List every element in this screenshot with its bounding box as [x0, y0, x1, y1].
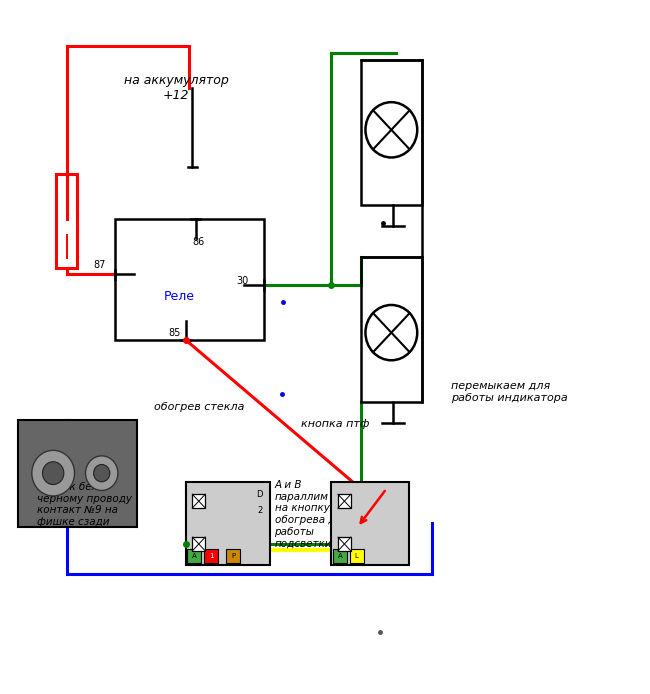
Bar	[332, 482, 409, 565]
Text: А и В
параллим
на кнопку
обогрева для
работы
подсветки: А и В параллим на кнопку обогрева для ра…	[274, 480, 348, 548]
Text: на аккумулятор
+12: на аккумулятор +12	[124, 74, 229, 102]
Text: Реле: Реле	[164, 290, 195, 303]
Bar	[338, 537, 351, 551]
Bar	[361, 60, 422, 205]
Text: P: P	[231, 552, 235, 559]
Bar	[192, 494, 205, 508]
Text: 87: 87	[94, 260, 106, 271]
Text: A: A	[192, 552, 197, 559]
Bar	[333, 549, 347, 563]
Text: 1: 1	[209, 552, 213, 559]
Bar	[57, 174, 77, 267]
Text: кнопка птф: кнопка птф	[300, 419, 369, 430]
Bar	[192, 537, 205, 551]
Circle shape	[42, 462, 64, 484]
Bar	[187, 549, 202, 563]
Bar	[186, 482, 270, 565]
Bar	[204, 549, 218, 563]
Bar	[18, 420, 137, 527]
Text: L: L	[355, 552, 359, 559]
Text: A: A	[337, 552, 343, 559]
Text: 85: 85	[168, 328, 181, 338]
FancyArrowPatch shape	[361, 491, 385, 523]
Text: 2: 2	[257, 507, 262, 516]
Circle shape	[32, 450, 75, 496]
Text: 86: 86	[192, 237, 205, 247]
Text: в мус к бело-
черному проводу
контакт №9 на
фишке сзади: в мус к бело- черному проводу контакт №9…	[37, 482, 132, 527]
Bar	[350, 549, 364, 563]
Bar	[338, 494, 351, 508]
Text: обогрев стекла: обогрев стекла	[153, 402, 244, 412]
Text: 30: 30	[236, 276, 248, 287]
Circle shape	[86, 456, 118, 491]
Text: D: D	[256, 490, 263, 499]
Circle shape	[94, 464, 110, 482]
Bar	[114, 219, 263, 340]
Bar	[361, 257, 422, 403]
Text: перемыкаем для
работы индикатора: перемыкаем для работы индикатора	[451, 381, 568, 403]
Bar	[226, 549, 240, 563]
